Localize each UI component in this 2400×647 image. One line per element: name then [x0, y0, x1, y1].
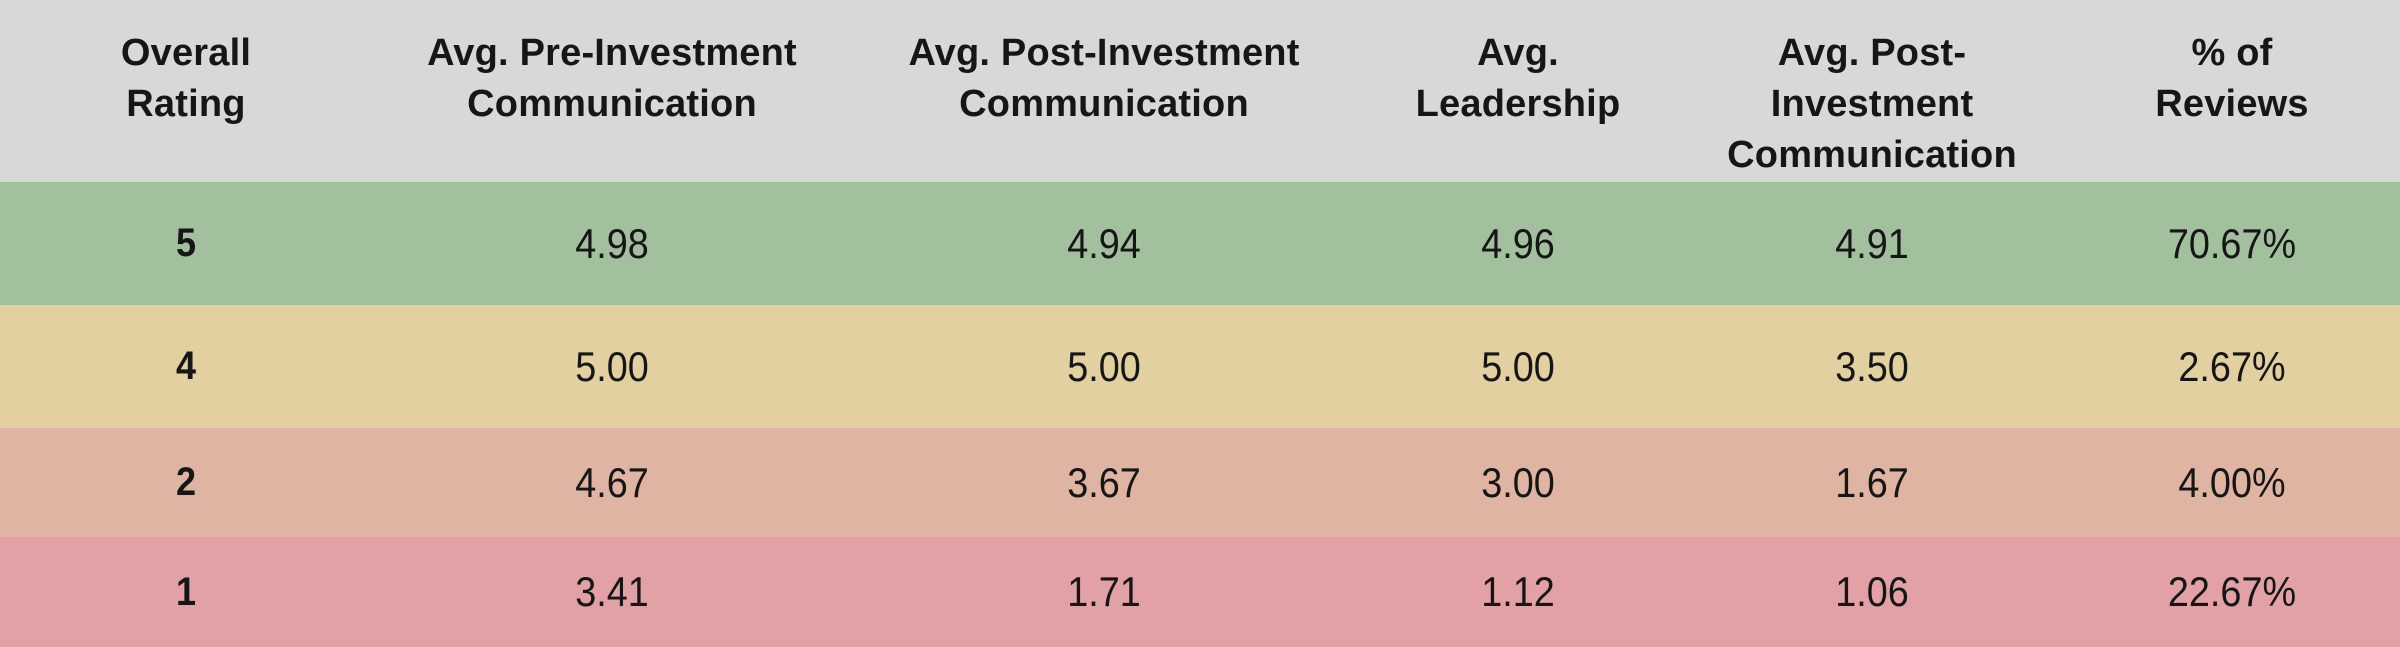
cell-avg-pre-investment-communication: 4.67 [575, 458, 649, 506]
header-pct-of-reviews: % of Reviews [2155, 32, 2309, 125]
cell-pct-of-reviews: 70.67% [2167, 219, 2297, 267]
header-avg-leadership: Avg. Leadership [1415, 32, 1621, 125]
table-row-rating-1: 1 3.41 1.71 1.12 1.06 22.67% [0, 537, 2400, 647]
cell-avg-post-investment-communication-2: 4.91 [1835, 219, 1909, 267]
cell-avg-post-investment-communication: 3.67 [1067, 458, 1141, 506]
table-row-rating-5: 5 4.98 4.94 4.96 4.91 70.67% [0, 182, 2400, 305]
cell-avg-post-investment-communication-2: 1.06 [1835, 568, 1909, 615]
cell-avg-post-investment-communication-2: 1.67 [1835, 458, 1909, 506]
cell-overall-rating: 1 [175, 569, 197, 614]
cell-avg-post-investment-communication: 5.00 [1067, 342, 1141, 390]
cell-overall-rating: 4 [175, 344, 197, 388]
cell-avg-pre-investment-communication: 4.98 [575, 219, 649, 267]
table-header-row: Overall Rating Avg. Pre-Investment Commu… [0, 0, 2400, 182]
cell-avg-post-investment-communication: 4.94 [1067, 219, 1141, 267]
cell-overall-rating: 5 [175, 221, 197, 265]
cell-avg-leadership: 3.00 [1481, 458, 1555, 506]
cell-avg-post-investment-communication-2: 3.50 [1835, 342, 1909, 390]
cell-pct-of-reviews: 22.67% [2167, 568, 2297, 615]
cell-avg-leadership: 1.12 [1481, 568, 1555, 615]
header-avg-pre-investment-communication: Avg. Pre-Investment Communication [427, 32, 797, 125]
cell-pct-of-reviews: 2.67% [2178, 342, 2286, 390]
table-row-rating-2: 2 4.67 3.67 3.00 1.67 4.00% [0, 428, 2400, 537]
cell-avg-pre-investment-communication: 5.00 [575, 342, 649, 390]
cell-avg-post-investment-communication: 1.71 [1067, 568, 1141, 615]
cell-avg-pre-investment-communication: 3.41 [575, 568, 649, 615]
header-avg-post-investment-communication-2: Avg. Post-Investment Communication [1727, 32, 2017, 176]
header-overall-rating: Overall Rating [120, 32, 252, 125]
cell-overall-rating: 2 [175, 460, 197, 504]
cell-pct-of-reviews: 4.00% [2178, 458, 2286, 506]
header-avg-post-investment-communication: Avg. Post-Investment Communication [908, 32, 1300, 125]
cell-avg-leadership: 5.00 [1481, 342, 1555, 390]
table-row-rating-4: 4 5.00 5.00 5.00 3.50 2.67% [0, 305, 2400, 428]
cell-avg-leadership: 4.96 [1481, 219, 1555, 267]
